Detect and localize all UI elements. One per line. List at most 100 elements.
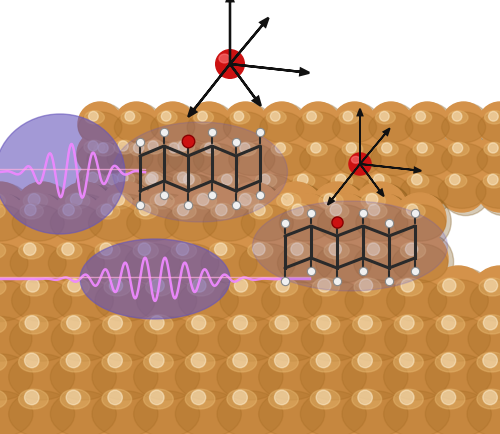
Ellipse shape [57, 242, 82, 259]
Circle shape [166, 232, 224, 291]
Circle shape [374, 174, 384, 185]
Circle shape [452, 143, 462, 153]
Circle shape [112, 194, 124, 205]
Circle shape [206, 194, 260, 249]
Circle shape [408, 103, 454, 149]
Ellipse shape [376, 111, 396, 124]
Ellipse shape [0, 193, 6, 209]
Ellipse shape [80, 239, 230, 319]
Ellipse shape [104, 278, 131, 296]
Ellipse shape [364, 204, 387, 219]
Circle shape [224, 102, 268, 146]
Ellipse shape [0, 279, 30, 322]
Ellipse shape [258, 391, 324, 434]
Circle shape [96, 341, 164, 410]
Circle shape [480, 103, 500, 149]
Circle shape [54, 341, 123, 410]
Ellipse shape [185, 389, 215, 409]
Ellipse shape [20, 315, 48, 334]
Circle shape [26, 279, 40, 292]
Circle shape [364, 165, 415, 216]
Ellipse shape [438, 278, 464, 296]
Ellipse shape [77, 141, 123, 174]
Circle shape [304, 378, 373, 434]
Circle shape [178, 266, 238, 326]
Ellipse shape [262, 279, 322, 322]
Circle shape [52, 302, 116, 366]
Ellipse shape [133, 242, 158, 259]
Circle shape [401, 279, 414, 292]
Circle shape [483, 390, 498, 405]
Ellipse shape [234, 193, 258, 209]
Circle shape [320, 194, 375, 249]
Ellipse shape [342, 391, 408, 434]
Ellipse shape [230, 111, 250, 124]
Circle shape [467, 339, 500, 405]
Ellipse shape [270, 278, 297, 296]
Ellipse shape [130, 142, 150, 156]
Circle shape [332, 102, 376, 146]
Circle shape [264, 267, 328, 331]
Ellipse shape [0, 352, 6, 372]
Ellipse shape [217, 174, 239, 188]
Ellipse shape [102, 352, 132, 372]
Circle shape [13, 304, 80, 371]
Circle shape [88, 172, 98, 183]
Circle shape [226, 103, 272, 149]
Ellipse shape [324, 242, 349, 259]
Ellipse shape [406, 143, 452, 175]
Circle shape [14, 267, 78, 331]
Circle shape [470, 378, 500, 434]
Ellipse shape [106, 173, 154, 207]
Circle shape [298, 103, 344, 149]
Ellipse shape [172, 204, 196, 219]
Circle shape [356, 193, 408, 245]
Ellipse shape [88, 205, 141, 241]
Circle shape [314, 183, 370, 240]
Ellipse shape [103, 174, 125, 188]
Circle shape [380, 112, 389, 121]
Ellipse shape [229, 143, 275, 175]
Ellipse shape [146, 278, 172, 296]
Ellipse shape [78, 112, 122, 143]
Ellipse shape [150, 112, 194, 143]
Ellipse shape [300, 354, 366, 400]
Circle shape [217, 339, 283, 405]
Circle shape [176, 339, 242, 405]
Ellipse shape [278, 243, 334, 283]
Ellipse shape [293, 174, 315, 188]
Ellipse shape [60, 352, 90, 372]
Ellipse shape [300, 391, 366, 434]
FancyArrow shape [360, 128, 390, 164]
Circle shape [98, 143, 108, 153]
Circle shape [134, 143, 143, 153]
Circle shape [336, 174, 346, 185]
Circle shape [0, 266, 30, 326]
Circle shape [252, 243, 265, 255]
Ellipse shape [448, 111, 468, 124]
Circle shape [137, 131, 183, 177]
Circle shape [263, 304, 330, 371]
Ellipse shape [185, 352, 215, 372]
Circle shape [302, 134, 350, 182]
Circle shape [452, 112, 462, 121]
Ellipse shape [134, 316, 198, 361]
Circle shape [254, 204, 265, 216]
Circle shape [275, 316, 289, 330]
Circle shape [80, 103, 126, 149]
Ellipse shape [396, 278, 422, 296]
Circle shape [428, 341, 498, 410]
Circle shape [356, 183, 412, 240]
Ellipse shape [211, 204, 234, 219]
Circle shape [384, 339, 450, 405]
Ellipse shape [270, 315, 298, 334]
Ellipse shape [242, 205, 294, 241]
Circle shape [192, 279, 206, 292]
Circle shape [138, 304, 205, 371]
Circle shape [430, 304, 496, 371]
Circle shape [278, 231, 334, 287]
Circle shape [155, 194, 166, 205]
Circle shape [488, 112, 498, 121]
Ellipse shape [227, 389, 256, 409]
Circle shape [12, 266, 72, 326]
